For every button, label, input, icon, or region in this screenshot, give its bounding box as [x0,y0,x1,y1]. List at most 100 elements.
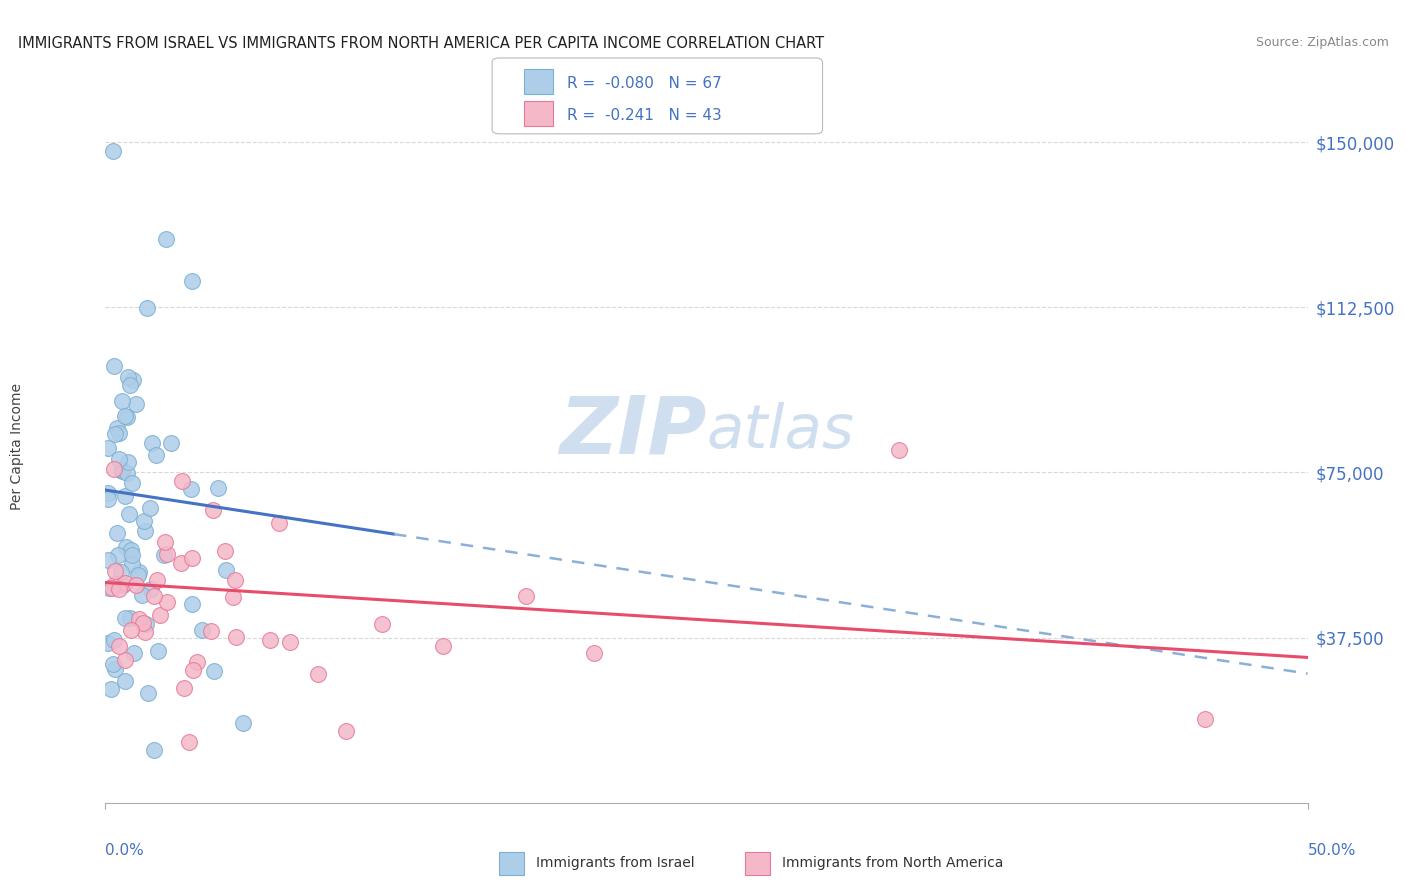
Point [170,475,193,489]
Point [155,232,177,246]
Point [215,563,238,577]
Point [221,591,243,605]
Point [114,409,136,423]
Point [104,564,127,578]
Point [104,427,127,442]
Point [307,666,329,681]
Point [125,397,148,411]
Text: ZIP: ZIP [560,392,707,471]
Point [143,743,166,757]
Point [153,548,176,562]
Point [120,543,142,558]
Point [97,442,120,456]
Text: IMMIGRANTS FROM ISRAEL VS IMMIGRANTS FROM NORTH AMERICA PER CAPITA INCOME CORREL: IMMIGRANTS FROM ISRAEL VS IMMIGRANTS FRO… [18,36,824,51]
Text: atlas: atlas [707,402,855,461]
Point [155,595,177,609]
Point [117,370,139,384]
Point [121,558,143,572]
Point [202,503,225,517]
Point [111,393,134,408]
Point [582,646,605,660]
Point [103,633,125,648]
Point [887,443,910,458]
Point [120,611,142,625]
Point [114,673,136,688]
Point [146,573,169,587]
Point [128,612,150,626]
Text: R =  -0.080   N = 67: R = -0.080 N = 67 [567,77,721,91]
Point [128,565,150,579]
Point [108,582,131,597]
Point [110,566,132,580]
Text: R =  -0.241   N = 43: R = -0.241 N = 43 [567,109,721,123]
Point [97,491,120,506]
Point [200,624,222,638]
Point [103,359,125,373]
Point [177,735,200,749]
Point [432,639,454,653]
Text: Immigrants from Israel: Immigrants from Israel [536,856,695,871]
Point [122,373,145,387]
Point [142,590,165,604]
Point [259,633,281,648]
Point [138,686,160,700]
Point [181,663,204,677]
Point [131,588,153,602]
Point [122,647,145,661]
Point [134,624,156,639]
Point [97,553,120,567]
Point [107,549,129,563]
Point [155,535,177,549]
Point [202,664,225,678]
Point [121,548,143,562]
Point [148,644,170,658]
Point [127,567,149,582]
Point [111,462,134,476]
Point [278,635,301,649]
Point [181,274,204,288]
Point [117,455,139,469]
Point [335,723,357,738]
Point [207,481,229,495]
Point [1194,712,1216,726]
Point [101,657,124,672]
Point [115,410,138,425]
Point [132,514,155,528]
Point [515,589,537,603]
Point [118,378,141,392]
Point [141,436,163,450]
Point [141,582,163,597]
Point [371,617,394,632]
Point [224,573,246,587]
Point [111,577,134,591]
Point [173,681,195,695]
Text: Per Capita Income: Per Capita Income [10,383,24,509]
Point [100,682,122,697]
Point [115,540,138,554]
Point [225,630,247,644]
Text: 0.0%: 0.0% [105,843,145,858]
Point [232,715,254,730]
Point [149,607,172,622]
Text: Immigrants from North America: Immigrants from North America [782,856,1002,871]
Point [104,577,127,591]
Point [105,421,128,435]
Point [135,617,157,632]
Point [115,466,138,480]
Point [111,465,134,479]
Point [170,556,193,570]
Point [97,636,120,650]
Point [120,624,142,638]
Point [97,486,120,500]
Point [186,656,208,670]
Point [108,425,131,440]
Point [267,516,290,531]
Point [135,301,157,316]
Point [114,489,136,503]
Point [214,543,236,558]
Point [181,597,204,611]
Point [107,452,129,467]
Point [101,144,124,158]
Point [156,547,179,561]
Point [114,610,136,624]
